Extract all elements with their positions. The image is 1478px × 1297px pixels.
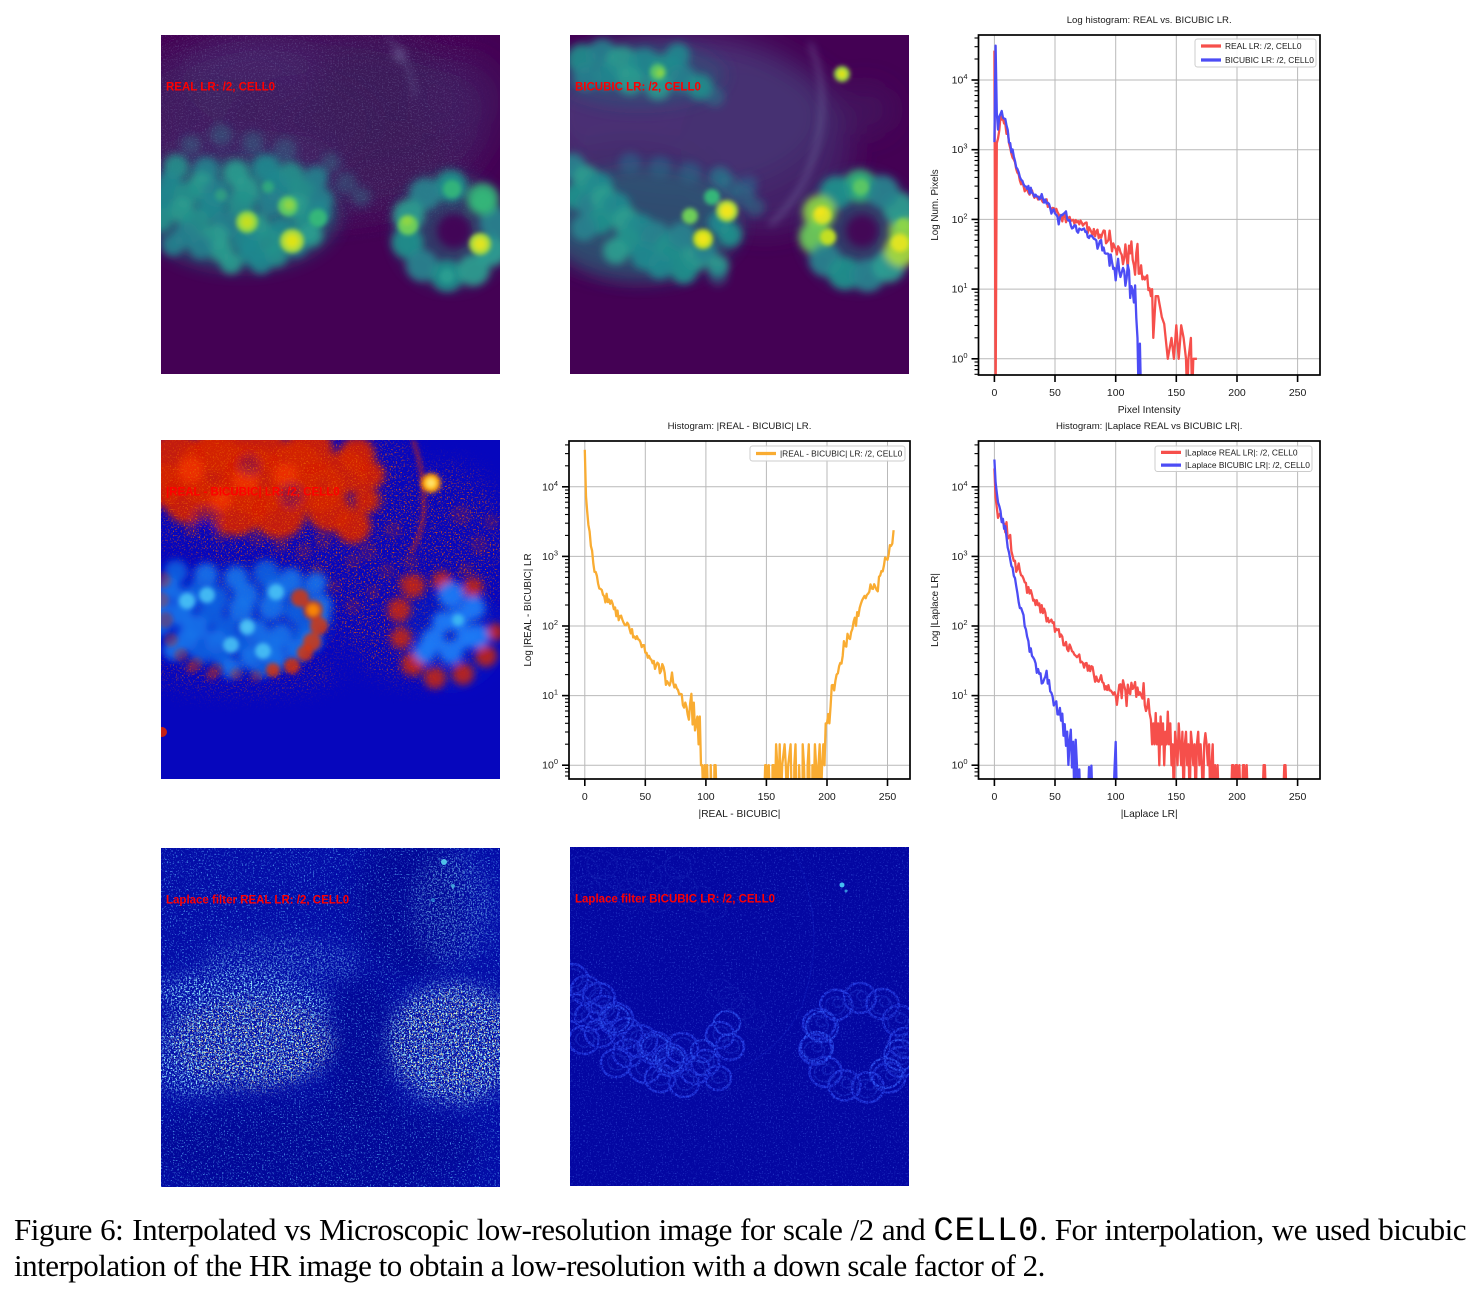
svg-text:103: 103 <box>952 548 968 563</box>
svg-text:Histogram: |Laplace REAL vs BI: Histogram: |Laplace REAL vs BICUBIC LR|. <box>1056 421 1242 432</box>
svg-text:102: 102 <box>952 618 968 633</box>
svg-text:100: 100 <box>952 757 968 772</box>
svg-text:|Laplace REAL LR|: /2, CELL0: |Laplace REAL LR|: /2, CELL0 <box>1185 447 1298 457</box>
svg-text:100: 100 <box>1107 791 1125 803</box>
svg-text:|Laplace LR|: |Laplace LR| <box>1121 809 1178 820</box>
svg-text:BICUBIC LR: /2, CELL0: BICUBIC LR: /2, CELL0 <box>575 82 701 94</box>
svg-text:103: 103 <box>952 142 968 157</box>
svg-text:|Laplace BICUBIC LR|: /2, CELL: |Laplace BICUBIC LR|: /2, CELL0 <box>1185 460 1310 470</box>
svg-text:100: 100 <box>542 757 558 772</box>
svg-text:50: 50 <box>639 791 651 803</box>
svg-text:250: 250 <box>879 791 897 803</box>
svg-text:104: 104 <box>542 479 558 494</box>
svg-text:REAL LR: /2, CELL0: REAL LR: /2, CELL0 <box>166 82 275 94</box>
svg-text:150: 150 <box>1168 387 1186 399</box>
svg-text:0: 0 <box>582 791 588 803</box>
svg-text:BICUBIC LR: /2, CELL0: BICUBIC LR: /2, CELL0 <box>1225 55 1314 65</box>
svg-text:101: 101 <box>952 281 968 296</box>
svg-text:|REAL - BICUBIC| LR: /2, CELL0: |REAL - BICUBIC| LR: /2, CELL0 <box>780 449 903 459</box>
svg-text:150: 150 <box>1168 791 1186 803</box>
svg-text:200: 200 <box>818 791 836 803</box>
svg-text:100: 100 <box>952 351 968 366</box>
svg-text:Laplace filter BICUBIC LR: /2,: Laplace filter BICUBIC LR: /2, CELL0 <box>575 894 775 906</box>
svg-text:|REAL - BICUBIC|: |REAL - BICUBIC| <box>699 809 781 820</box>
svg-text:Pixel Intensity: Pixel Intensity <box>1118 405 1182 416</box>
svg-text:Log Num. Pixels: Log Num. Pixels <box>930 169 941 240</box>
svg-text:150: 150 <box>758 791 776 803</box>
svg-text:250: 250 <box>1289 387 1307 399</box>
svg-text:Histogram: |REAL - BICUBIC| LR: Histogram: |REAL - BICUBIC| LR. <box>668 421 812 432</box>
svg-text:102: 102 <box>542 618 558 633</box>
svg-text:|REAL - BICUBIC| LR: /2, CELL0: |REAL - BICUBIC| LR: /2, CELL0 <box>166 487 340 499</box>
svg-text:0: 0 <box>991 791 997 803</box>
svg-text:100: 100 <box>697 791 715 803</box>
svg-text:Log |Laplace LR|: Log |Laplace LR| <box>930 573 941 647</box>
svg-text:Log |REAL - BICUBIC| LR: Log |REAL - BICUBIC| LR <box>523 553 534 666</box>
svg-text:102: 102 <box>952 211 968 226</box>
svg-text:50: 50 <box>1049 791 1061 803</box>
svg-text:200: 200 <box>1228 387 1246 399</box>
svg-text:Laplace filter REAL LR: /2, CE: Laplace filter REAL LR: /2, CELL0 <box>166 895 349 907</box>
svg-text:Log histogram: REAL vs. BICUBI: Log histogram: REAL vs. BICUBIC LR. <box>1067 15 1232 26</box>
svg-text:104: 104 <box>952 72 968 87</box>
svg-text:50: 50 <box>1049 387 1061 399</box>
svg-text:101: 101 <box>952 688 968 703</box>
svg-text:104: 104 <box>952 479 968 494</box>
svg-text:100: 100 <box>1107 387 1125 399</box>
svg-text:250: 250 <box>1289 791 1307 803</box>
svg-text:101: 101 <box>542 688 558 703</box>
svg-text:0: 0 <box>991 387 997 399</box>
svg-text:REAL LR: /2, CELL0: REAL LR: /2, CELL0 <box>1225 41 1302 51</box>
svg-text:103: 103 <box>542 548 558 563</box>
svg-text:200: 200 <box>1228 791 1246 803</box>
